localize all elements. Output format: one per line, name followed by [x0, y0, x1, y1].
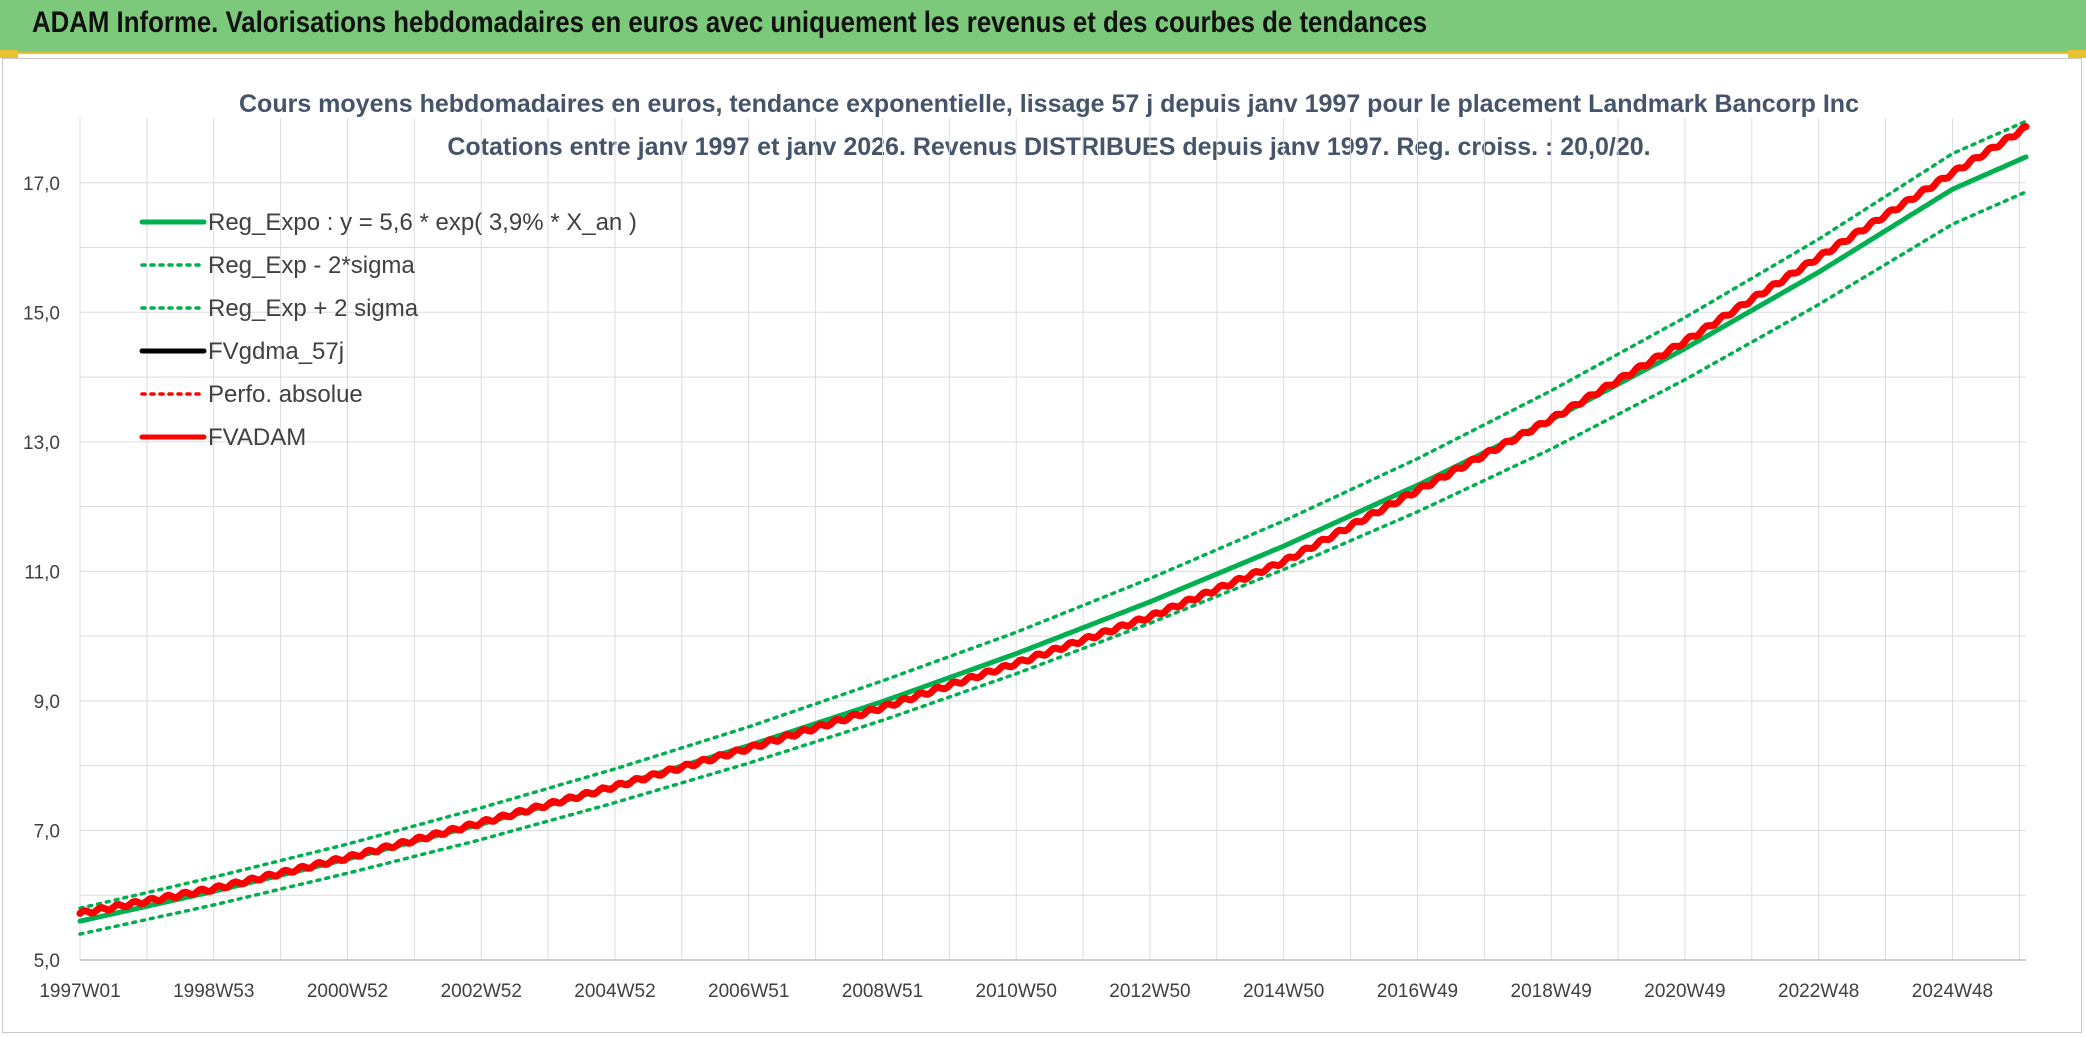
- series-line-1: [78, 190, 2028, 936]
- legend-label: Perfo. absolue: [208, 381, 363, 408]
- y-tick-label: 11,0: [24, 562, 60, 583]
- x-tick-label: 1998W53: [173, 981, 254, 1002]
- legend-label: Reg_Exp - 2*sigma: [208, 252, 415, 279]
- x-tick-label: 2000W52: [307, 981, 388, 1002]
- x-tick-label: 2002W52: [441, 981, 522, 1002]
- series-line-5: [76, 123, 2030, 917]
- x-tick-label: 2010W50: [976, 981, 1057, 1002]
- x-tick-label: 2016W49: [1377, 981, 1458, 1002]
- y-tick-label: 5,0: [34, 951, 60, 972]
- y-tick-label: 17,0: [23, 174, 60, 195]
- chart-title-line-1: Cours moyens hebdomadaires en euros, ten…: [239, 90, 1859, 118]
- grid: [79, 118, 2026, 961]
- chart-frame: [2, 58, 2082, 1033]
- series-line-2: [78, 119, 2028, 910]
- x-tick-label: 2024W48: [1912, 981, 1993, 1002]
- x-tick-label: 2008W51: [842, 981, 923, 1002]
- page-title: ADAM Informe. Valorisations hebdomadaire…: [32, 6, 1428, 39]
- x-tick-label: 1997W01: [39, 981, 120, 1002]
- series-lines: [76, 119, 2030, 936]
- y-axis-labels: 5,0 7,0 9,0 11,0 13,0 15,0 17,0: [23, 174, 60, 972]
- x-tick-label: 2022W48: [1778, 981, 1859, 1002]
- x-tick-label: 2018W49: [1511, 981, 1592, 1002]
- y-tick-label: 7,0: [34, 821, 60, 842]
- x-tick-label: 2014W50: [1243, 981, 1324, 1002]
- legend-label: Reg_Expo : y = 5,6 * exp( 3,9% * X_an ): [208, 209, 637, 236]
- chart-title-line-2: Cotations entre janv 1997 et janv 2026. …: [447, 133, 1650, 161]
- x-tick-label: 2006W51: [708, 981, 789, 1002]
- legend-label: Reg_Exp + 2 sigma: [208, 295, 419, 322]
- x-tick-label: 2020W49: [1644, 981, 1725, 1002]
- y-tick-label: 15,0: [23, 303, 60, 324]
- legend-label: FVADAM: [208, 424, 306, 451]
- legend-label: FVgdma_57j: [208, 338, 344, 365]
- y-tick-label: 9,0: [34, 692, 60, 713]
- corner-mark-top-left: [0, 50, 18, 58]
- header-bar: ADAM Informe. Valorisations hebdomadaire…: [0, 0, 2086, 54]
- series-line-3: [77, 124, 2029, 916]
- legend: Reg_Expo : y = 5,6 * exp( 3,9% * X_an ) R…: [139, 209, 637, 451]
- x-tick-label: 2012W50: [1109, 981, 1190, 1002]
- x-tick-label: 2004W52: [574, 981, 655, 1002]
- x-axis-labels: 1997W01 1998W53 2000W52 2002W52 2004W52 2006W…: [39, 981, 1993, 1002]
- y-tick-label: 13,0: [23, 433, 60, 454]
- corner-mark-top-right: [2068, 50, 2086, 58]
- series-line-4: [78, 124, 2028, 916]
